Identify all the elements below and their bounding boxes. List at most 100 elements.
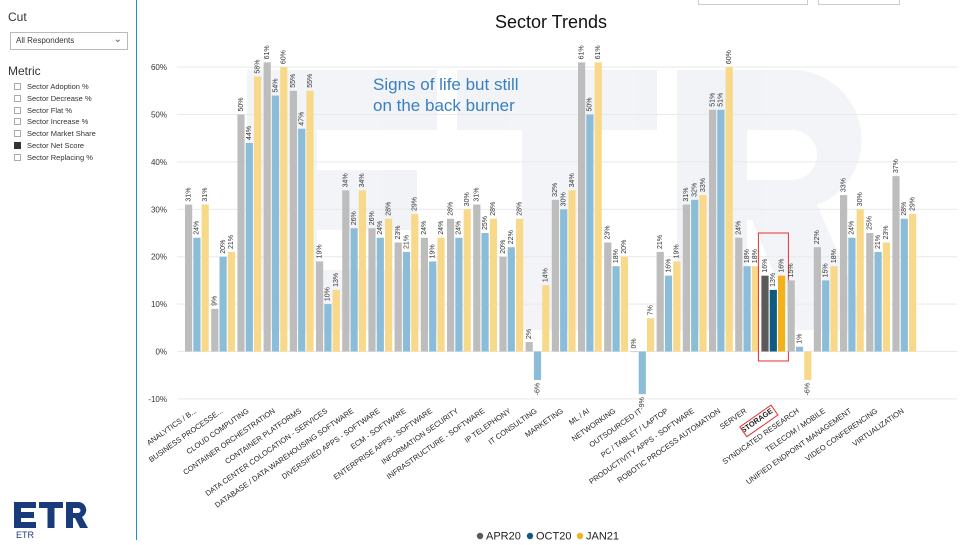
bar-oct20[interactable] — [507, 247, 515, 352]
bar-oct20[interactable] — [481, 233, 489, 352]
bar-oct20[interactable] — [245, 142, 253, 352]
bar-apr20[interactable] — [551, 199, 559, 352]
bar-apr20[interactable] — [237, 114, 245, 352]
bar-oct20[interactable] — [795, 346, 804, 352]
bar-oct20[interactable] — [455, 237, 463, 352]
bar-oct20[interactable] — [376, 237, 384, 352]
bar-jan21[interactable] — [516, 218, 524, 352]
metric-option[interactable]: Sector Increase % — [14, 117, 88, 128]
bar-oct20[interactable] — [769, 289, 777, 352]
bar-oct20[interactable] — [193, 237, 201, 352]
checkbox-icon[interactable] — [14, 130, 21, 138]
top-control-2[interactable] — [818, 0, 900, 5]
checkbox-icon[interactable] — [14, 106, 21, 114]
bar-apr20[interactable] — [368, 228, 376, 352]
metric-option[interactable]: Sector Decrease % — [14, 94, 92, 105]
bar-jan21[interactable] — [778, 275, 786, 352]
bar-oct20[interactable] — [533, 351, 542, 380]
checkbox-icon[interactable] — [14, 94, 21, 102]
bar-oct20[interactable] — [560, 209, 568, 352]
bar-jan21[interactable] — [620, 256, 628, 352]
bar-oct20[interactable] — [350, 228, 358, 352]
bar-apr20[interactable] — [709, 109, 717, 352]
bar-oct20[interactable] — [298, 128, 306, 352]
bar-jan21[interactable] — [725, 67, 733, 352]
bar-apr20[interactable] — [263, 62, 271, 352]
bar-apr20[interactable] — [656, 251, 664, 352]
bar-apr20[interactable] — [578, 62, 586, 352]
bar-apr20[interactable] — [420, 237, 428, 352]
bar-apr20[interactable] — [447, 218, 455, 352]
bar-jan21[interactable] — [201, 204, 209, 352]
bar-apr20[interactable] — [394, 242, 402, 352]
cut-dropdown[interactable]: All Respondents ⌄ — [10, 32, 128, 50]
top-control-1[interactable] — [698, 0, 808, 5]
bar-jan21[interactable] — [411, 214, 419, 352]
bar-jan21[interactable] — [909, 214, 917, 352]
bar-jan21[interactable] — [856, 209, 864, 352]
bar-oct20[interactable] — [743, 266, 751, 352]
bar-jan21[interactable] — [751, 266, 759, 352]
bar-apr20[interactable] — [682, 204, 690, 352]
bar-jan21[interactable] — [385, 218, 393, 352]
bar-apr20[interactable] — [787, 280, 795, 352]
bar-oct20[interactable] — [848, 237, 856, 352]
bar-apr20[interactable] — [316, 261, 324, 352]
bar-oct20[interactable] — [612, 266, 620, 352]
bar-jan21[interactable] — [332, 289, 340, 352]
bar-jan21[interactable] — [699, 195, 707, 352]
bar-apr20[interactable] — [342, 190, 350, 352]
bar-apr20[interactable] — [473, 204, 481, 352]
bar-jan21[interactable] — [594, 62, 602, 352]
bar-apr20[interactable] — [525, 342, 533, 352]
bar-apr20[interactable] — [499, 256, 507, 352]
bar-oct20[interactable] — [586, 114, 594, 352]
bar-jan21[interactable] — [542, 285, 550, 352]
bar-apr20[interactable] — [604, 242, 612, 352]
bar-oct20[interactable] — [900, 218, 908, 352]
bar-jan21[interactable] — [673, 261, 681, 352]
bar-jan21[interactable] — [306, 90, 314, 352]
bar-jan21[interactable] — [358, 190, 366, 352]
bar-jan21[interactable] — [804, 351, 812, 380]
bar-apr20[interactable] — [630, 351, 638, 353]
bar-jan21[interactable] — [227, 251, 235, 352]
checkbox-icon[interactable] — [14, 83, 21, 90]
bar-oct20[interactable] — [429, 261, 437, 352]
bar-jan21[interactable] — [882, 242, 890, 352]
bar-apr20[interactable] — [735, 237, 743, 352]
bar-oct20[interactable] — [402, 251, 411, 352]
metric-option[interactable]: Sector Flat % — [14, 106, 72, 117]
bar-oct20[interactable] — [874, 251, 882, 352]
bar-oct20[interactable] — [691, 199, 699, 352]
bar-jan21[interactable] — [830, 266, 838, 352]
bar-oct20[interactable] — [822, 280, 830, 352]
bar-oct20[interactable] — [271, 95, 280, 352]
bar-jan21[interactable] — [647, 318, 655, 352]
bar-apr20[interactable] — [289, 90, 297, 352]
checkbox-icon[interactable] — [14, 153, 21, 161]
bar-oct20[interactable] — [664, 275, 673, 352]
metric-option[interactable]: Sector Market Share — [14, 129, 96, 140]
bar-jan21[interactable] — [489, 218, 497, 352]
bar-jan21[interactable] — [280, 67, 288, 352]
bar-jan21[interactable] — [568, 190, 576, 352]
bar-apr20[interactable] — [211, 308, 219, 352]
bar-apr20[interactable] — [761, 275, 769, 352]
bar-jan21[interactable] — [254, 76, 262, 352]
bar-jan21[interactable] — [437, 237, 445, 352]
metric-option[interactable]: Sector Adoption % — [14, 82, 89, 93]
bar-apr20[interactable] — [866, 233, 874, 352]
bar-oct20[interactable] — [638, 351, 646, 395]
bar-oct20[interactable] — [717, 109, 725, 352]
bar-jan21[interactable] — [463, 209, 471, 352]
metric-option[interactable]: Sector Net Score — [14, 141, 84, 152]
metric-option[interactable]: Sector Replacing % — [14, 153, 93, 164]
checkbox-icon[interactable] — [14, 118, 21, 126]
bar-oct20[interactable] — [324, 304, 332, 352]
bar-oct20[interactable] — [219, 256, 227, 352]
bar-apr20[interactable] — [892, 176, 900, 352]
bar-apr20[interactable] — [840, 195, 848, 352]
checkbox-checked-icon[interactable] — [14, 142, 21, 149]
bar-apr20[interactable] — [185, 204, 193, 352]
